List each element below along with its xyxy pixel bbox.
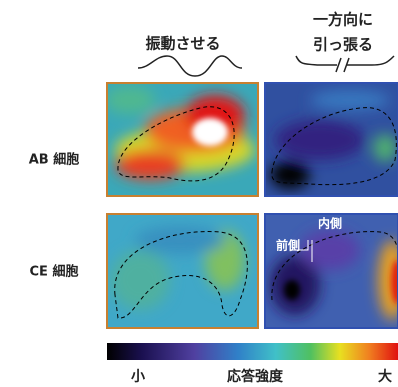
figure: 振動させる 一方向に 引っ張る AB 細胞 CE 細胞 bbox=[0, 0, 398, 387]
stretch-line bbox=[296, 56, 394, 65]
page: {"header": {"columns": [{"lines": ["振動させ… bbox=[0, 0, 398, 387]
column-header: 振動させる bbox=[145, 35, 220, 53]
row-label: CE 細胞 bbox=[30, 264, 79, 280]
annotation: 前側 bbox=[276, 238, 300, 253]
colorbar-min: 小 bbox=[131, 369, 145, 385]
heatmap-panel bbox=[105, 83, 258, 196]
column-header: 一方向に bbox=[313, 11, 373, 29]
colorbar-title: 応答強度 bbox=[227, 368, 284, 385]
break-mark bbox=[336, 58, 349, 72]
row-label: AB 細胞 bbox=[29, 152, 80, 168]
vibration-wave bbox=[138, 56, 242, 76]
column-header: 引っ張る bbox=[313, 36, 373, 54]
heatmap-panel bbox=[265, 83, 398, 196]
colorbar bbox=[107, 343, 398, 360]
heatmap-panel bbox=[265, 214, 398, 328]
annotation: 内側 bbox=[318, 216, 342, 231]
heatmap-panel bbox=[107, 214, 258, 328]
colorbar-max: 大 bbox=[378, 368, 392, 385]
